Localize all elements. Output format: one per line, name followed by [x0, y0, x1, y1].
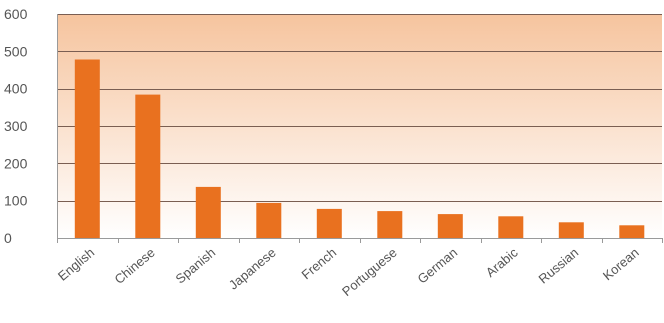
bar-english	[74, 59, 100, 238]
x-tick-label-portuguese: Portuguese	[339, 245, 400, 299]
x-tick-label-russian: Russian	[536, 245, 582, 287]
x-tick-label-korean: Korean	[600, 245, 642, 283]
x-tick-label-spanish: Spanish	[173, 245, 219, 287]
bar-french	[316, 208, 342, 238]
x-tick-label-chinese: Chinese	[111, 245, 157, 287]
y-tick-label-100: 100	[4, 193, 28, 209]
bar-korean	[619, 225, 645, 238]
y-tick-label-600: 600	[4, 6, 28, 22]
x-tick-label-french: French	[299, 245, 340, 283]
y-tick-label-400: 400	[4, 81, 28, 97]
y-tick-label-0: 0	[4, 230, 12, 246]
bar-german	[437, 214, 463, 238]
x-tick-label-german: German	[415, 245, 461, 287]
x-tick-label-arabic: Arabic	[483, 244, 521, 279]
y-tick-label-200: 200	[4, 155, 28, 171]
x-tick-label-english: English	[55, 245, 97, 284]
y-tick-label-500: 500	[4, 43, 28, 59]
bar-portuguese	[377, 211, 403, 238]
bar-russian	[558, 222, 584, 238]
bar-chinese	[135, 94, 161, 238]
bar-japanese	[256, 202, 282, 238]
bar-spanish	[195, 186, 221, 238]
y-tick-label-300: 300	[4, 118, 28, 134]
x-tick-label-japanese: Japanese	[226, 245, 279, 293]
bar-arabic	[498, 216, 524, 238]
